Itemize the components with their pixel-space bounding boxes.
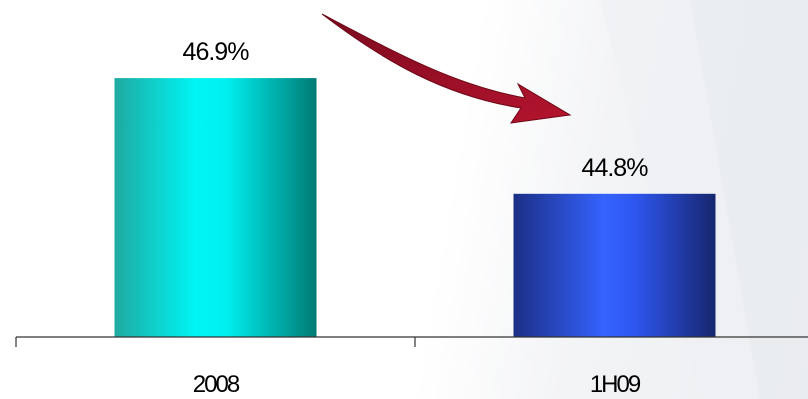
category-tick-label: 2008	[193, 371, 240, 398]
data-labels-group: 46.9% 44.8%	[183, 38, 650, 182]
tick-labels-group: 2008 1H09	[193, 371, 643, 398]
bar-value-label: 44.8%	[582, 154, 649, 182]
trend-down-arrow-icon	[321, 13, 572, 124]
bar-1h09	[513, 193, 716, 337]
bg-panel	[690, 0, 808, 399]
bar-value-label: 46.9%	[183, 38, 250, 66]
x-axis	[15, 336, 808, 347]
bar-2008	[114, 78, 317, 337]
category-tick-label: 1H09	[590, 371, 641, 398]
bars-group	[114, 78, 716, 337]
